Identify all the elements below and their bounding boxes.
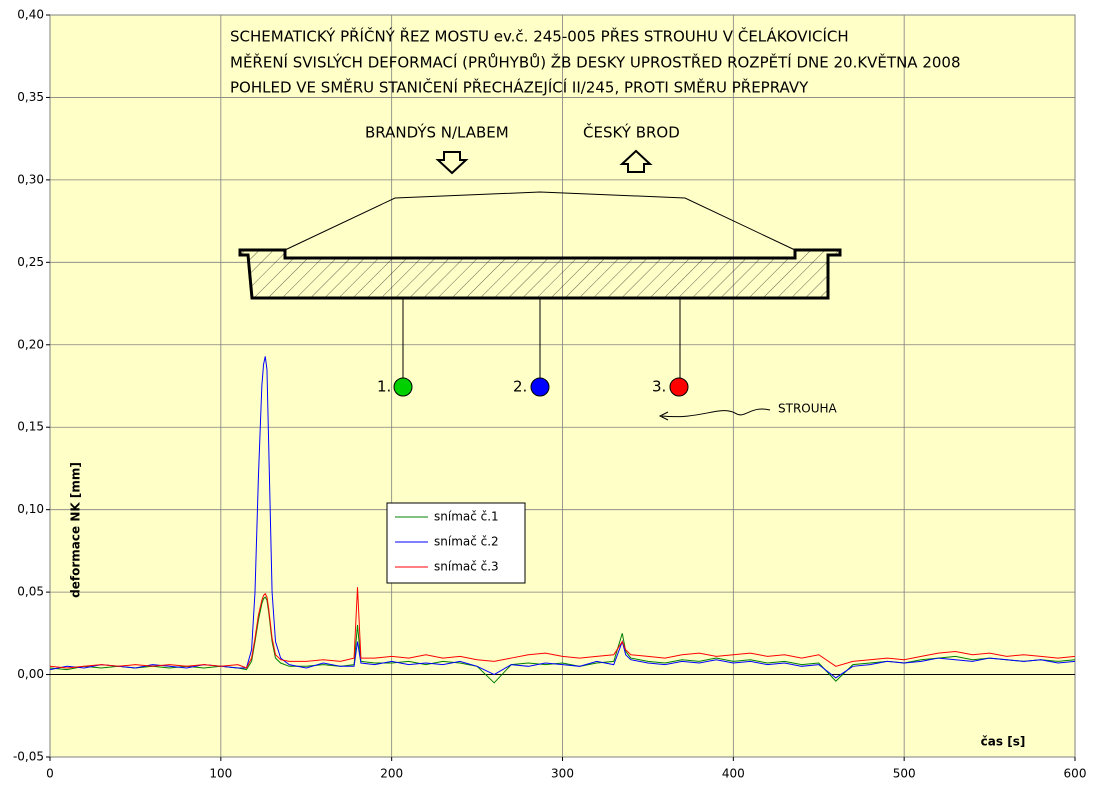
- x-axis-label: čas [s]: [981, 735, 1026, 749]
- y-tick-label: 0,30: [17, 172, 44, 186]
- x-tick-label: 400: [722, 767, 745, 781]
- direction-label: BRANDÝS N/LABEM: [365, 123, 509, 142]
- legend-entries: snímač č.1 snímač č.2 snímač č.3: [395, 510, 499, 574]
- y-tick-label: 0,25: [17, 255, 44, 269]
- direction-label: ČESKÝ BROD: [583, 123, 680, 142]
- lines: [49, 356, 1076, 684]
- x-tick-label: 600: [1064, 767, 1087, 781]
- y-tick-label: 0,15: [17, 420, 44, 434]
- x-tick-label: 300: [551, 767, 574, 781]
- legend-label: snímač č.1: [434, 510, 499, 524]
- title-line: SCHEMATICKÝ PŘÍČNÝ ŘEZ MOSTU ev.č. 245-0…: [230, 27, 849, 46]
- x-tick-label: 200: [380, 767, 403, 781]
- sensor-label: 3.: [652, 378, 666, 396]
- series-line: [49, 587, 1076, 669]
- x-tick-label: 500: [893, 767, 916, 781]
- legend-label: snímač č.3: [434, 560, 499, 574]
- legend: [386, 502, 526, 584]
- stream-label: STROUHA: [778, 402, 838, 416]
- series-line: [49, 356, 1076, 679]
- y-tick-label: 0,00: [17, 667, 44, 681]
- y-axis-label: deformace NK [mm]: [69, 462, 83, 598]
- y-tick-label: 0,05: [17, 585, 44, 599]
- x-tick-label: 0: [46, 767, 54, 781]
- y-tick-label: 0,35: [17, 90, 44, 104]
- y-tick-label: -0,05: [13, 750, 44, 764]
- title-line: POHLED VE SMĚRU STANIČENÍ PŘECHÁZEJÍCÍ I…: [230, 78, 809, 97]
- legend-label: snímač č.2: [434, 535, 499, 549]
- y-tick-label: 0,10: [17, 502, 44, 516]
- title-line: MĚŘENÍ SVISLÝCH DEFORMACÍ (PRŮHYBŮ) ŽB D…: [230, 53, 961, 72]
- y-tick-label: 0,40: [17, 8, 44, 22]
- x-tick-label: 100: [209, 767, 232, 781]
- y-tick-label: 0,20: [17, 337, 44, 351]
- sensor-label: 2.: [513, 378, 527, 396]
- sensor-label: 1.: [377, 378, 391, 396]
- bridge-drawing: [238, 149, 842, 421]
